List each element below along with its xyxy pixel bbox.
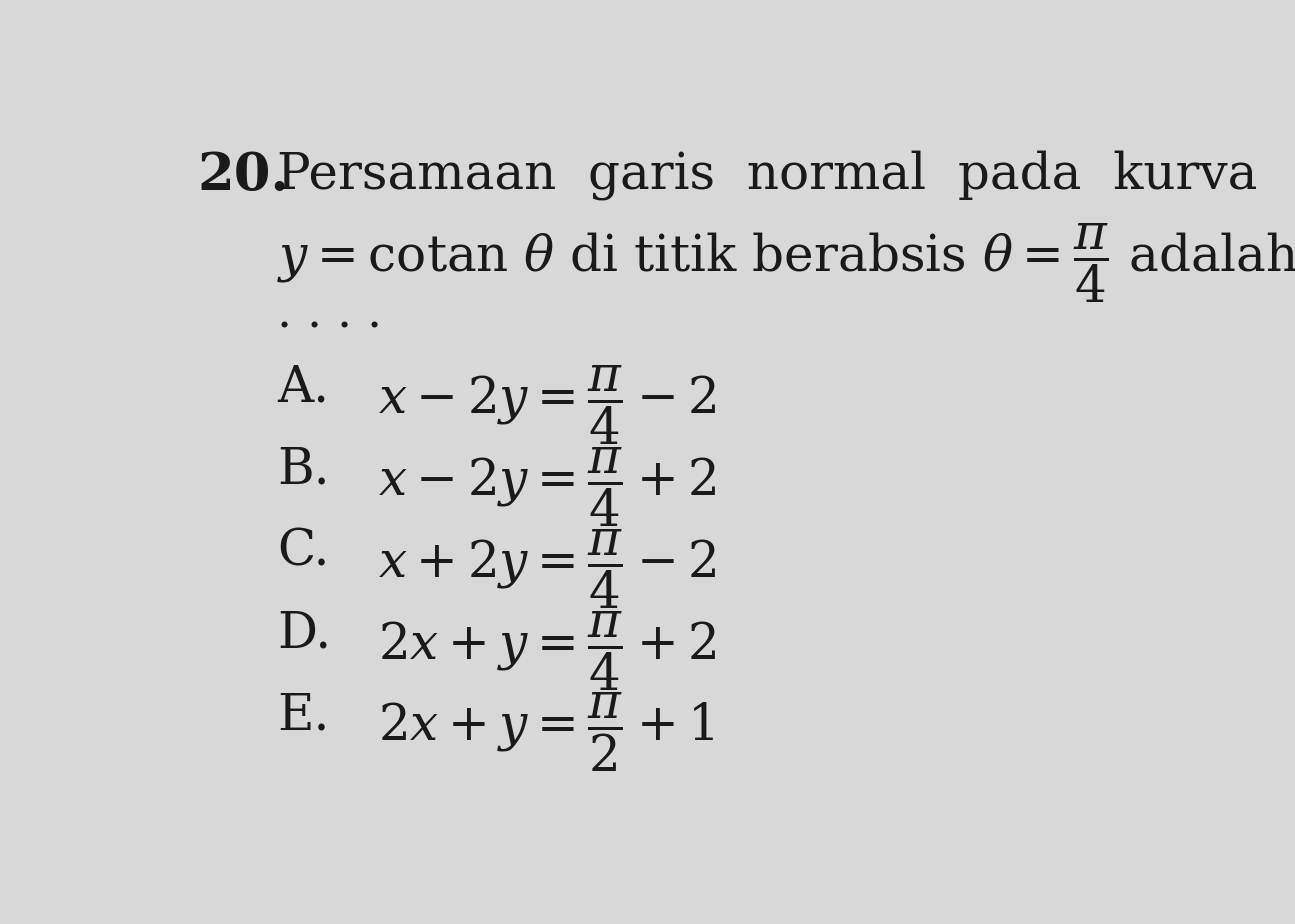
Text: Persamaan  garis  normal  pada  kurva: Persamaan garis normal pada kurva bbox=[277, 150, 1257, 200]
Text: C.: C. bbox=[277, 527, 330, 577]
Text: $x - 2y = \dfrac{\pi}{4} - 2$: $x - 2y = \dfrac{\pi}{4} - 2$ bbox=[378, 363, 716, 447]
Text: $2x + y = \dfrac{\pi}{4} + 2$: $2x + y = \dfrac{\pi}{4} + 2$ bbox=[378, 609, 716, 693]
Text: B.: B. bbox=[277, 445, 330, 494]
Text: $x + 2y = \dfrac{\pi}{4} - 2$: $x + 2y = \dfrac{\pi}{4} - 2$ bbox=[378, 527, 716, 611]
Text: E.: E. bbox=[277, 691, 330, 740]
Text: D.: D. bbox=[277, 609, 332, 659]
Text: A.: A. bbox=[277, 363, 329, 413]
Text: $x - 2y = \dfrac{\pi}{4} + 2$: $x - 2y = \dfrac{\pi}{4} + 2$ bbox=[378, 445, 716, 529]
Text: . . . .: . . . . bbox=[277, 292, 382, 337]
Text: $2x + y = \dfrac{\pi}{2} + 1$: $2x + y = \dfrac{\pi}{2} + 1$ bbox=[378, 691, 715, 774]
Text: $y = \mathrm{cotan}\ \theta\ \mathrm{di\ titik\ berabsis}\ \theta = \dfrac{\pi}{: $y = \mathrm{cotan}\ \theta\ \mathrm{di\… bbox=[277, 221, 1295, 305]
Text: 20.: 20. bbox=[197, 150, 289, 201]
